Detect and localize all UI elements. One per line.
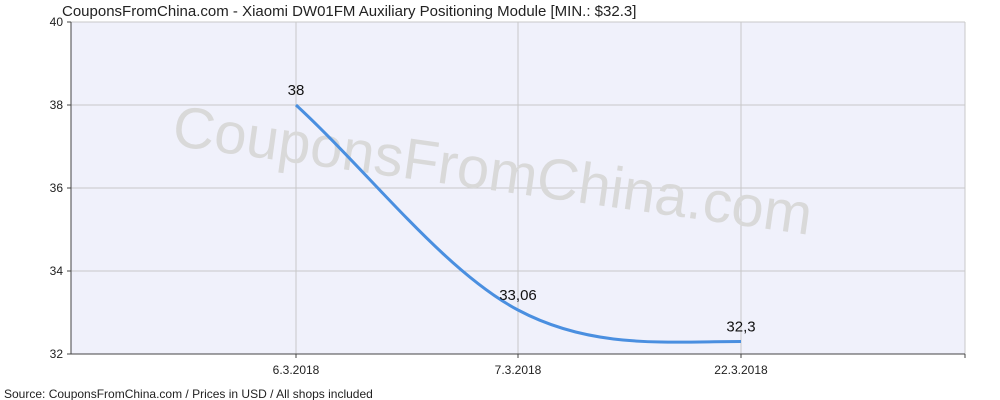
y-axis-ticks: 32 34 36 38 40 (50, 15, 71, 361)
x-axis-ticks: 6.3.2018 7.3.2018 22.3.2018 (273, 354, 966, 377)
y-tick-label: 38 (50, 98, 64, 112)
chart-title: CouponsFromChina.com - Xiaomi DW01FM Aux… (62, 3, 636, 20)
data-labels: 38 33,06 32,3 (288, 82, 756, 336)
price-line (294, 103, 742, 344)
data-label: 33,06 (499, 287, 537, 304)
y-tick-label: 36 (50, 181, 64, 195)
x-tick-label: 7.3.2018 (495, 363, 542, 377)
x-tick-label: 6.3.2018 (273, 363, 320, 377)
y-tick-label: 32 (50, 347, 64, 361)
source-note: Source: CouponsFromChina.com / Prices in… (4, 387, 373, 400)
y-tick-label: 34 (50, 264, 64, 278)
data-label: 38 (288, 82, 305, 99)
y-tick-label: 40 (50, 15, 64, 29)
x-tick-label: 22.3.2018 (714, 363, 768, 377)
data-label: 32,3 (726, 319, 755, 336)
